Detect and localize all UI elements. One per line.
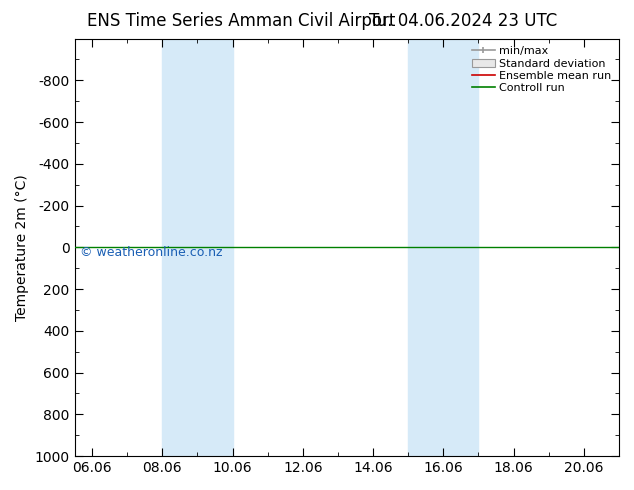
Y-axis label: Temperature 2m (°C): Temperature 2m (°C) (15, 174, 29, 320)
Legend: min/max, Standard deviation, Ensemble mean run, Controll run: min/max, Standard deviation, Ensemble me… (468, 42, 616, 98)
Text: Tu. 04.06.2024 23 UTC: Tu. 04.06.2024 23 UTC (369, 12, 557, 30)
Text: ENS Time Series Amman Civil Airport: ENS Time Series Amman Civil Airport (87, 12, 395, 30)
Bar (162, 39, 233, 456)
Text: © weatheronline.co.nz: © weatheronline.co.nz (80, 246, 223, 259)
Bar (408, 39, 479, 456)
